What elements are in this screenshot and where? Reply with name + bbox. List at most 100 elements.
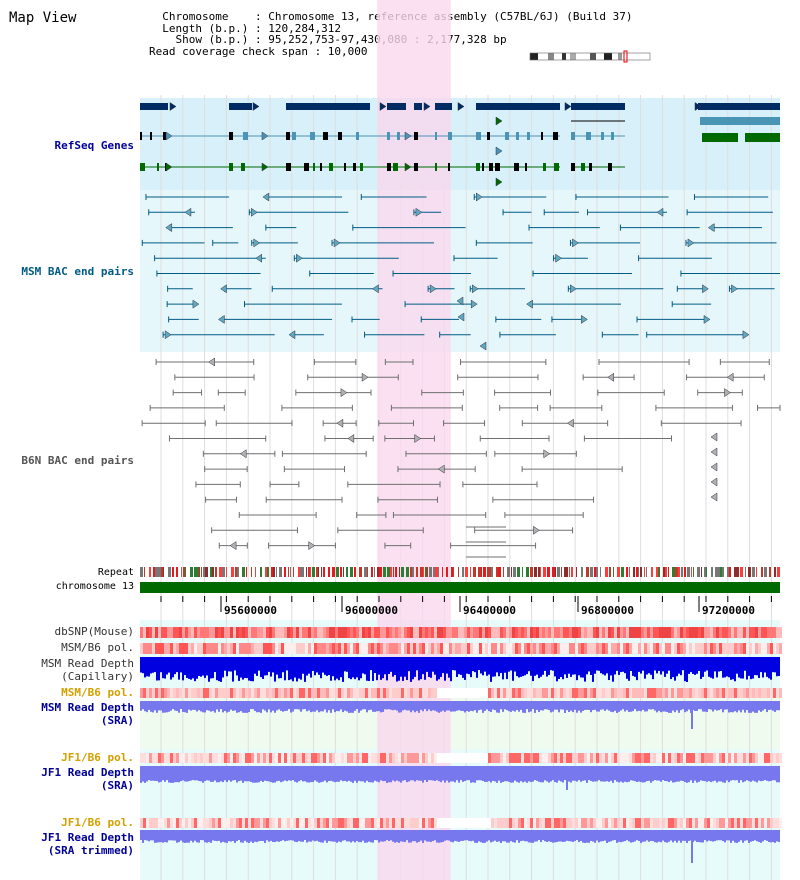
jf1-b6-pol-cell	[425, 753, 428, 763]
jf1-b6-pol-cell	[752, 753, 755, 763]
msm-b6-pol-sra-cell	[266, 688, 269, 698]
jf1-trimmed-depth-bar	[606, 830, 608, 843]
jf1-b6-pol-cell	[653, 753, 656, 763]
msm-bac-arrow	[415, 207, 423, 217]
jf1-trimmed-depth-bar	[580, 830, 582, 842]
msm-capillary-depth-bar	[630, 657, 632, 672]
jf1-sra-depth-bar	[478, 766, 480, 781]
jf1-trimmed-depth-bar	[426, 830, 428, 842]
jf1-b6-pol-2-cell	[473, 818, 476, 828]
msm-b6-pol-sra-cell	[422, 688, 425, 698]
repeat-element	[420, 567, 423, 577]
repeat-element	[194, 567, 197, 577]
msm-capillary-depth-bar	[290, 657, 292, 680]
dbsnp-cell	[734, 627, 737, 638]
jf1-sra-depth-bar	[622, 766, 624, 783]
msm-sra-depth-bar	[572, 701, 574, 713]
msm-sra-depth-bar	[334, 701, 336, 713]
dbsnp-cell	[437, 627, 440, 638]
jf1-trimmed-depth-bar	[430, 830, 432, 842]
track-label-refseq-genes[interactable]: RefSeq Genes	[54, 139, 134, 152]
jf1-trimmed-depth-bar	[266, 830, 268, 841]
repeat-element	[644, 567, 645, 577]
msm-sra-depth-bar	[674, 701, 676, 713]
msm-bac-arrow	[372, 284, 379, 294]
msm-sra-depth-bar	[380, 701, 382, 713]
msm-b6-pol-sra-cell	[410, 688, 413, 698]
jf1-b6-pol-2-cell	[665, 818, 668, 828]
msm-b6-pol-cell	[548, 643, 551, 654]
dbsnp-cell	[644, 627, 647, 638]
jf1-b6-pol-2-cell	[497, 818, 500, 828]
jf1-sra-depth-bar	[492, 766, 494, 781]
msm-sra-depth-bar	[752, 701, 754, 712]
jf1-b6-pol-cell	[455, 753, 458, 763]
msm-capillary-depth-bar	[636, 657, 638, 681]
track-label-b6n-bac[interactable]: B6N BAC end pairs	[21, 454, 134, 467]
jf1-b6-pol-cell	[515, 753, 518, 763]
msm-b6-pol-sra-cell	[167, 688, 170, 698]
jf1-sra-depth-bar	[376, 766, 378, 782]
msm-sra-depth-bar	[604, 701, 606, 711]
jf1-trimmed-depth-bar	[234, 830, 236, 843]
jf1-b6-pol-cell	[746, 753, 749, 763]
msm-b6-pol-sra-cell	[176, 688, 179, 698]
gene-strand-arrow	[404, 162, 412, 172]
jf1-b6-pol-cell	[386, 753, 389, 763]
repeat-element	[547, 567, 550, 577]
msm-b6-pol-cell	[329, 643, 332, 654]
jf1-sra-depth-bar	[332, 766, 334, 782]
msm-capillary-depth-bar	[778, 657, 780, 676]
msm-capillary-depth-bar	[506, 657, 508, 680]
msm-b6-pol-cell	[581, 643, 584, 654]
jf1-sra-depth-bar	[508, 766, 510, 782]
msm-sra-depth-bar	[592, 701, 594, 711]
msm-capillary-depth-bar	[768, 657, 770, 679]
repeat-element	[600, 567, 601, 577]
repeat-element	[336, 567, 339, 577]
msm-capillary-depth-bar	[518, 657, 520, 678]
jf1-trimmed-depth-bar	[158, 830, 160, 843]
msm-b6-pol-cell	[479, 643, 482, 654]
dbsnp-cell	[260, 627, 263, 638]
jf1-b6-pol-2-cell	[221, 818, 224, 828]
repeat-element	[255, 567, 256, 577]
jf1-trimmed-depth-bar	[764, 830, 766, 841]
jf1-sra-depth-bar	[722, 766, 724, 783]
dbsnp-cell	[548, 627, 551, 638]
msm-bac-arrow	[470, 299, 478, 309]
jf1-trimmed-depth-bar	[664, 830, 666, 843]
jf1-b6-pol-cell	[530, 753, 533, 763]
dbsnp-cell	[746, 627, 749, 638]
msm-capillary-depth-bar	[168, 657, 170, 673]
msm-capillary-depth-bar	[350, 657, 352, 680]
msm-b6-pol-cell	[530, 643, 533, 654]
dbsnp-cell	[659, 627, 662, 638]
msm-capillary-depth-bar	[454, 657, 456, 671]
repeat-element	[288, 567, 289, 577]
track-label-msm-bac[interactable]: MSM BAC end pairs	[21, 265, 134, 278]
msm-sra-depth-bar	[520, 701, 522, 710]
jf1-b6-pol-2-cell	[518, 818, 521, 828]
jf1-b6-pol-2-cell	[710, 818, 713, 828]
msm-b6-pol-cell	[443, 643, 446, 654]
msm-capillary-depth-bar	[250, 657, 252, 682]
jf1-sra-depth-bar	[758, 766, 760, 781]
msm-b6-pol-sra-cell	[431, 688, 434, 698]
jf1-trimmed-depth-bar	[726, 830, 728, 841]
repeat-element	[540, 567, 541, 577]
jf1-b6-pol-2-cell	[155, 818, 158, 828]
dbsnp-cell	[623, 627, 626, 638]
jf1-trimmed-depth-bar	[398, 830, 400, 843]
dbsnp-cell	[398, 627, 401, 638]
jf1-b6-pol-cell	[734, 753, 737, 763]
msm-b6-pol-sra-cell	[287, 688, 290, 698]
msm-b6-pol-cell	[566, 643, 569, 654]
msm-b6-pol-sra-cell	[521, 688, 524, 698]
msm-sra-depth-bar	[214, 701, 216, 713]
jf1-sra-depth-bar	[356, 766, 358, 783]
jf1-trimmed-depth-bar	[232, 830, 234, 842]
msm-bac-arrow	[333, 238, 341, 248]
jf1-b6-pol-cell	[290, 753, 293, 763]
